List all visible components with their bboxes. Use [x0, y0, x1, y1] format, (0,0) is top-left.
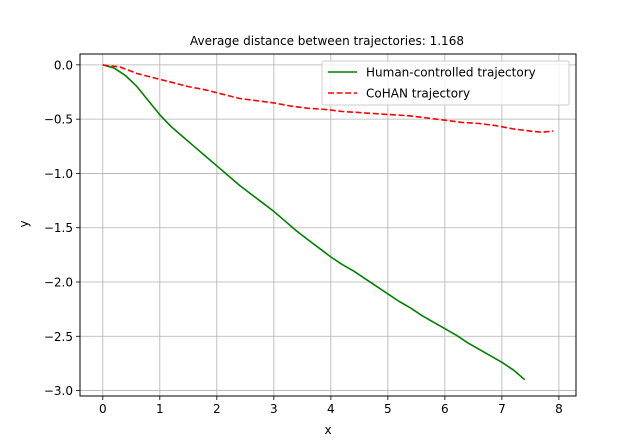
chart-title: Average distance between trajectories: 1… [190, 34, 464, 48]
x-tick-label: 3 [270, 402, 278, 416]
y-tick-label: −1.5 [44, 221, 73, 235]
x-tick-label: 8 [555, 402, 563, 416]
plot-area-frame [79, 53, 577, 397]
y-tick-label: −0.5 [44, 113, 73, 127]
series-line-cohan [102, 64, 554, 133]
y-tick-label: 0.0 [54, 58, 73, 72]
y-tick-label: −2.0 [44, 276, 73, 290]
x-tick-label: 7 [498, 402, 506, 416]
series-line-human-controlled [102, 64, 526, 381]
x-tick-label: 2 [213, 402, 221, 416]
legend-box [321, 60, 570, 106]
y-tick-label: −3.0 [44, 384, 73, 398]
legend-label-cohan: CoHAN trajectory [366, 87, 470, 101]
y-axis-label: y [17, 220, 31, 227]
x-tick-label: 4 [327, 402, 335, 416]
x-tick-label: 5 [384, 402, 392, 416]
legend-label-human-controlled: Human-controlled trajectory [366, 66, 536, 80]
x-tick-label: 1 [156, 402, 164, 416]
legend: Human-controlled trajectory CoHAN trajec… [321, 60, 570, 106]
series-lines [102, 64, 554, 381]
x-tick-label: 6 [441, 402, 449, 416]
x-tick-label: 0 [99, 402, 107, 416]
x-axis-label: x [324, 423, 331, 437]
axis-ticks: 0 1 2 3 4 5 6 7 8 0.0 −0.5 −1.0 −1.5 −2.0 −2.5 −3.0 [44, 58, 563, 416]
y-tick-label: −2.5 [44, 330, 73, 344]
y-tick-label: −1.0 [44, 167, 73, 181]
